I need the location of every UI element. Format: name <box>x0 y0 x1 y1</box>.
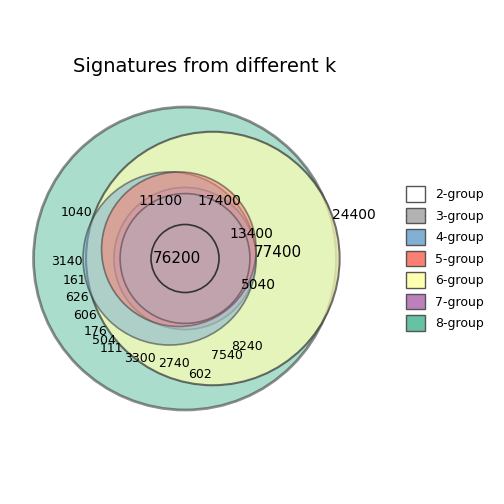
Text: 606: 606 <box>73 309 97 322</box>
Text: 76200: 76200 <box>153 251 202 266</box>
Text: 7540: 7540 <box>211 349 243 362</box>
Text: 161: 161 <box>62 274 86 287</box>
Text: 176: 176 <box>84 325 108 338</box>
Circle shape <box>34 107 337 410</box>
Text: 3140: 3140 <box>51 255 83 268</box>
Text: 504: 504 <box>92 334 115 347</box>
Text: 5040: 5040 <box>241 278 276 292</box>
Text: 2740: 2740 <box>158 357 190 370</box>
Text: 24400: 24400 <box>332 208 375 222</box>
Circle shape <box>114 187 256 330</box>
Legend: 2-group, 3-group, 4-group, 5-group, 6-group, 7-group, 8-group: 2-group, 3-group, 4-group, 5-group, 6-gr… <box>401 181 489 336</box>
Text: 602: 602 <box>188 368 212 381</box>
Text: 3300: 3300 <box>124 352 156 365</box>
Text: 11100: 11100 <box>138 195 182 208</box>
Text: 17400: 17400 <box>197 195 241 208</box>
Circle shape <box>102 172 256 327</box>
Text: 77400: 77400 <box>254 245 302 260</box>
Title: Signatures from different k: Signatures from different k <box>73 57 336 76</box>
Circle shape <box>86 132 340 385</box>
Text: 1040: 1040 <box>60 206 92 219</box>
Text: 111: 111 <box>100 342 123 355</box>
Circle shape <box>120 194 250 324</box>
Text: 8240: 8240 <box>231 340 263 353</box>
Text: 13400: 13400 <box>230 227 274 241</box>
Circle shape <box>83 172 256 345</box>
Text: 626: 626 <box>66 291 89 303</box>
